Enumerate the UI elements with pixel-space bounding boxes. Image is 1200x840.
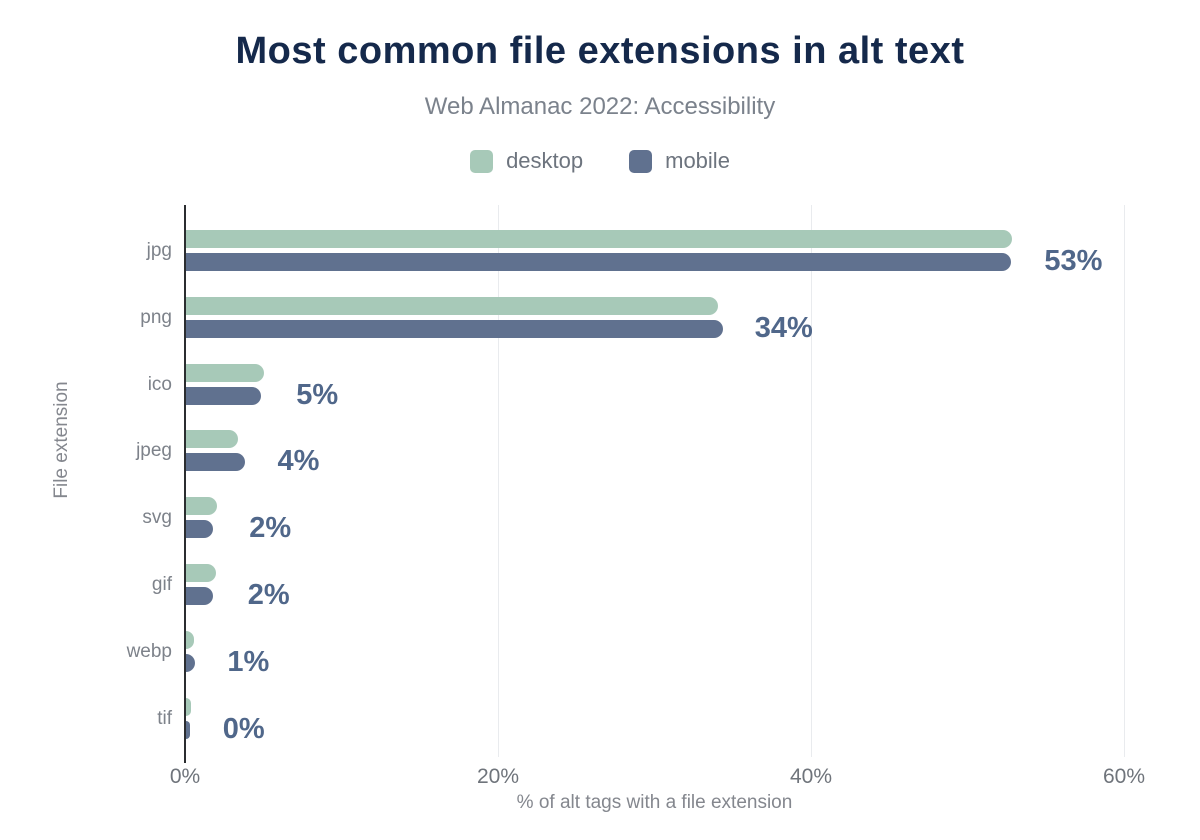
value-label-tif: 0% bbox=[222, 712, 265, 745]
bar-mobile-svg[interactable] bbox=[186, 520, 213, 539]
y-axis-line bbox=[184, 205, 186, 763]
value-label-gif: 2% bbox=[247, 579, 290, 611]
chart-title: Most common file extensions in alt text bbox=[235, 30, 965, 72]
chart-row-jpeg: jpeg 4% bbox=[0, 416, 1200, 483]
category-label-jpeg: jpeg bbox=[136, 440, 172, 462]
y-axis-title: File extension bbox=[51, 381, 72, 499]
value-label-svg: 2% bbox=[249, 512, 292, 545]
bar-desktop-jpg[interactable] bbox=[186, 230, 1013, 248]
category-label-svg: svg bbox=[142, 507, 172, 529]
bar-mobile-tif[interactable] bbox=[186, 720, 190, 739]
gridline-40% bbox=[810, 205, 812, 757]
gridline-60% bbox=[1123, 205, 1125, 757]
bar-mobile-png[interactable] bbox=[186, 319, 723, 338]
desktop-swatch-icon bbox=[470, 149, 494, 173]
bar-desktop-png[interactable] bbox=[186, 296, 719, 315]
value-label-png: 34% bbox=[754, 311, 813, 344]
value-label-jpeg: 4% bbox=[277, 445, 320, 478]
chart-row-webp: webp 1% bbox=[0, 617, 1200, 684]
legend-label-desktop: desktop bbox=[506, 148, 584, 173]
category-label-png: png bbox=[140, 306, 172, 328]
legend-label-mobile: mobile bbox=[665, 148, 730, 173]
category-label-webp: webp bbox=[126, 640, 172, 662]
x-tick-label-40%: 40% bbox=[789, 765, 833, 788]
x-tick-label-20%: 20% bbox=[476, 765, 520, 788]
category-label-tif: tif bbox=[157, 707, 172, 729]
bar-mobile-jpg[interactable] bbox=[186, 253, 1011, 271]
bar-desktop-tif[interactable] bbox=[186, 697, 191, 716]
gridline-20% bbox=[497, 205, 499, 757]
category-label-ico: ico bbox=[147, 373, 172, 395]
bar-desktop-gif[interactable] bbox=[186, 564, 216, 582]
category-label-jpg: jpg bbox=[146, 240, 172, 261]
x-tick-label-60%: 60% bbox=[1102, 765, 1146, 788]
legend-item-desktop[interactable]: desktop bbox=[470, 148, 583, 174]
value-label-webp: 1% bbox=[227, 645, 270, 678]
chart-row-tif: tif 0% bbox=[0, 684, 1200, 751]
chart-row-ico: ico 5% bbox=[0, 350, 1200, 417]
bar-mobile-webp[interactable] bbox=[186, 653, 196, 672]
bar-desktop-jpeg[interactable] bbox=[186, 430, 238, 449]
category-label-gif: gif bbox=[151, 574, 172, 595]
bar-desktop-svg[interactable] bbox=[186, 497, 218, 516]
value-label-ico: 5% bbox=[296, 378, 339, 411]
bar-desktop-ico[interactable] bbox=[186, 363, 265, 382]
bar-mobile-gif[interactable] bbox=[186, 587, 213, 605]
bar-mobile-ico[interactable] bbox=[186, 386, 262, 405]
bar-mobile-jpeg[interactable] bbox=[186, 453, 246, 472]
chart-row-gif: gif 2% bbox=[0, 550, 1200, 617]
legend: desktop mobile bbox=[0, 148, 1200, 174]
x-axis-title: % of alt tags with a file extension bbox=[516, 792, 793, 813]
x-tick-label-0%: 0% bbox=[169, 765, 201, 788]
bar-desktop-webp[interactable] bbox=[186, 630, 194, 649]
chart-row-svg: svg 2% bbox=[0, 483, 1200, 550]
chart-row-jpg: jpg 53% bbox=[0, 216, 1200, 283]
legend-item-mobile[interactable]: mobile bbox=[629, 148, 730, 174]
chart-subtitle: Web Almanac 2022: Accessibility bbox=[424, 93, 776, 120]
chart-row-png: png 34% bbox=[0, 283, 1200, 350]
mobile-swatch-icon bbox=[629, 149, 653, 173]
value-label-jpg: 53% bbox=[1044, 245, 1103, 277]
